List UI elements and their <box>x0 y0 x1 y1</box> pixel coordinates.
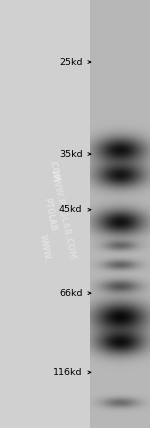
Bar <box>90 0 150 428</box>
Text: 25kd: 25kd <box>59 57 82 67</box>
Text: WWW.PTGLAB.COM: WWW.PTGLAB.COM <box>49 168 77 260</box>
Text: WWW.: WWW. <box>38 234 52 262</box>
Text: 35kd: 35kd <box>59 149 82 159</box>
Text: 45kd: 45kd <box>59 205 82 214</box>
Text: 66kd: 66kd <box>59 288 82 298</box>
Text: 116kd: 116kd <box>53 368 82 377</box>
Text: PTGLAB: PTGLAB <box>42 196 57 232</box>
Text: .COM: .COM <box>48 159 60 183</box>
